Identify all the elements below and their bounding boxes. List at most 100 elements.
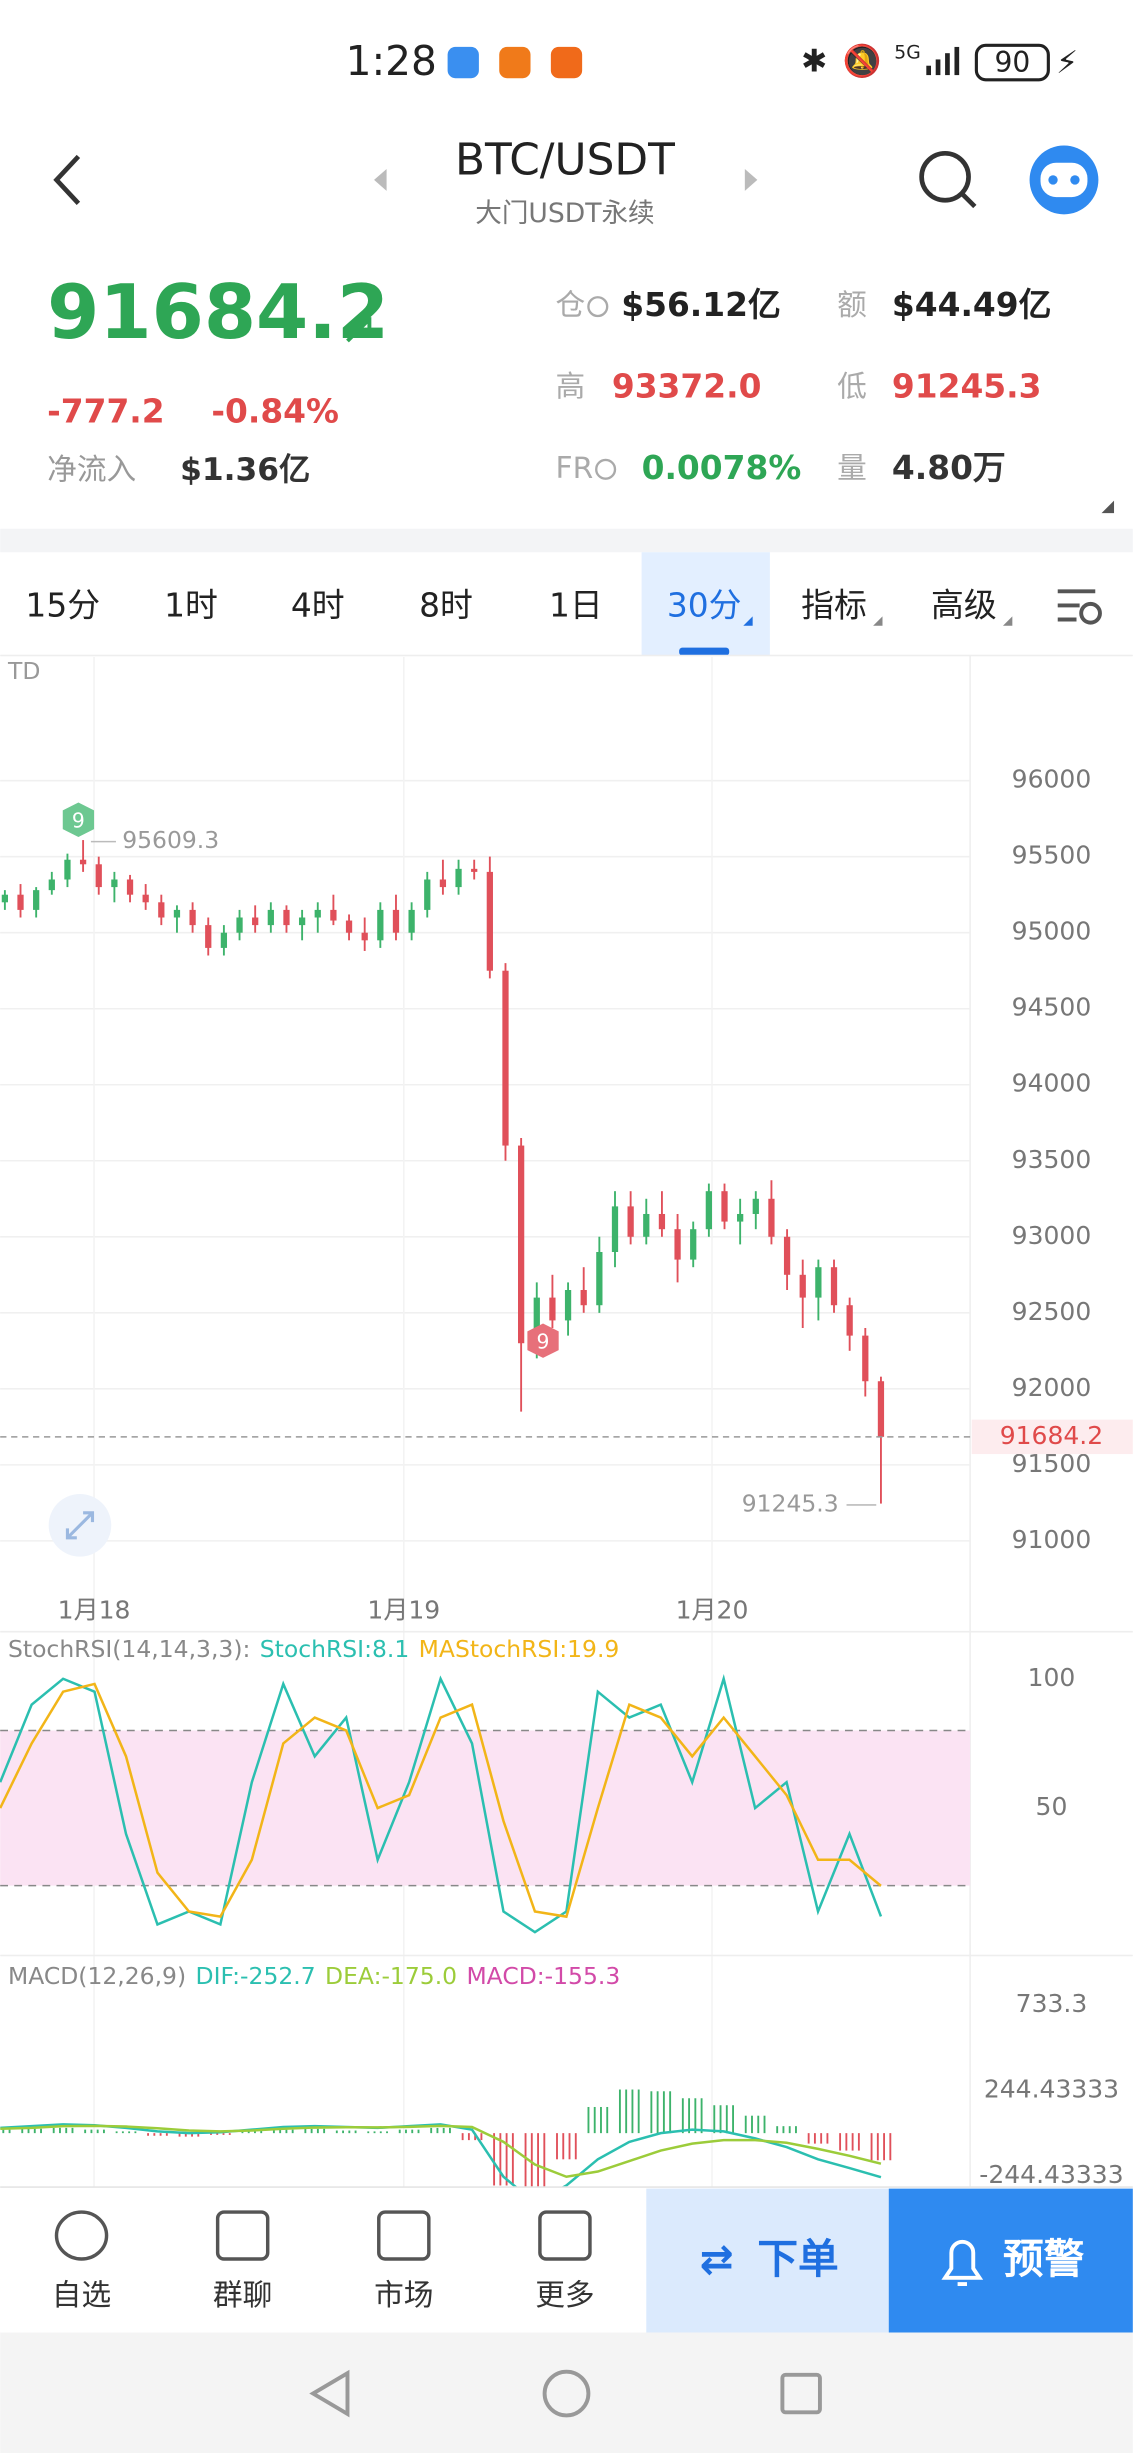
sys-back[interactable] — [309, 2369, 350, 2418]
candle-body — [564, 1290, 572, 1321]
legend-entry: StochRSI:8.1 — [260, 1635, 410, 1663]
candle-body — [283, 909, 290, 926]
bluetooth-icon: ✱ — [801, 44, 827, 80]
candle-body — [705, 1191, 712, 1230]
candle-body — [502, 970, 509, 1146]
candle-body — [361, 932, 368, 941]
candle-body — [439, 879, 447, 888]
candle-body — [158, 902, 165, 918]
alert-button[interactable] — [888, 2188, 1133, 2333]
sys-recent[interactable] — [780, 2372, 822, 2415]
candle-body — [658, 1213, 666, 1230]
candle-body — [220, 932, 228, 948]
candle-body — [17, 894, 24, 910]
candle-body — [142, 894, 149, 903]
stat-value: 4.80万 — [892, 449, 1006, 487]
interval-tab[interactable]: 高级 — [931, 586, 997, 624]
candle-body — [486, 871, 493, 971]
td-mark-label: 9 — [72, 808, 85, 832]
candle-body — [126, 879, 134, 895]
nav-label[interactable]: 自选 — [52, 2278, 111, 2313]
nav-label[interactable]: 群聊 — [213, 2278, 272, 2313]
assistant-avatar[interactable] — [1029, 145, 1099, 215]
trend-arrow — [346, 317, 372, 343]
candle-body — [799, 1274, 806, 1298]
candle-body — [111, 879, 118, 888]
candle-body — [267, 909, 274, 926]
candle-body — [783, 1236, 791, 1275]
y-tick-label: 244.43333 — [984, 2075, 1119, 2104]
stoch-line — [0, 1682, 882, 1919]
separator — [0, 528, 1133, 553]
chart-settings[interactable] — [1057, 589, 1102, 625]
candle-body — [236, 917, 243, 933]
candle-body — [596, 1251, 603, 1306]
max-annotation: 95609.3 — [122, 826, 219, 854]
indicator-title: StochRSI(14,14,3,3): — [8, 1635, 250, 1663]
candle-body — [862, 1335, 869, 1382]
candle-body — [314, 909, 321, 918]
stat-label: 量 — [837, 451, 867, 486]
symbol-title[interactable]: BTC/USDT — [455, 135, 675, 186]
nav-icon[interactable] — [215, 2210, 270, 2261]
nav-icon[interactable] — [54, 2210, 109, 2261]
y-tick-label: 92000 — [1012, 1373, 1092, 1402]
candle-body — [830, 1267, 838, 1306]
y-tick-label: 50 — [1036, 1792, 1068, 1821]
interval-tab[interactable]: 1时 — [164, 586, 218, 624]
stat-value: $56.12亿 — [621, 286, 781, 324]
app-icon — [447, 46, 479, 79]
y-tick-label: 96000 — [1012, 765, 1092, 794]
stat-label: 高 — [556, 369, 586, 404]
min-annotation: 91245.3 — [742, 1489, 839, 1517]
nav-icon[interactable] — [538, 2210, 592, 2261]
active-tab-indicator — [679, 647, 730, 656]
candle-body — [79, 859, 87, 865]
interval-tab[interactable]: 8时 — [419, 586, 473, 624]
x-tick-label: 1月20 — [676, 1595, 749, 1624]
x-tick-label: 1月19 — [367, 1595, 440, 1624]
expand-corner[interactable] — [1101, 500, 1115, 514]
td-mark: 9 — [62, 802, 95, 837]
app-icon — [499, 46, 531, 79]
nav-icon[interactable] — [377, 2210, 431, 2261]
status-time: 1:28 — [346, 37, 437, 85]
next-symbol[interactable] — [744, 168, 758, 191]
candle-body — [518, 1145, 525, 1344]
battery-level: 90 — [994, 46, 1030, 79]
fullscreen-button[interactable] — [48, 1494, 112, 1557]
interval-tab[interactable]: 指标 — [801, 586, 867, 624]
candle-body — [611, 1206, 619, 1252]
info-icon — [587, 296, 609, 318]
candle-body — [768, 1198, 775, 1237]
prev-symbol[interactable] — [374, 168, 387, 191]
last-price-tag — [971, 1419, 1133, 1455]
search-button[interactable] — [919, 150, 977, 209]
interval-tab[interactable]: 30分 — [667, 586, 742, 624]
sys-home[interactable] — [542, 2369, 591, 2418]
candle-body — [345, 920, 353, 933]
candle-body — [252, 917, 259, 926]
nav-label[interactable]: 市场 — [374, 2278, 433, 2313]
dropdown-mark — [743, 616, 753, 626]
legend-entry: DIF:-252.7 — [196, 1962, 316, 1990]
back-button[interactable] — [53, 154, 81, 205]
y-tick-label: 94500 — [1012, 993, 1092, 1022]
stat-label: FR — [556, 451, 594, 486]
interval-tab[interactable]: 15分 — [25, 586, 100, 624]
order-icon: ⇄ — [700, 2235, 734, 2283]
candle-body — [298, 917, 306, 926]
candle-body — [408, 909, 415, 933]
interval-tab[interactable]: 4时 — [291, 586, 345, 624]
order-button[interactable] — [646, 2188, 889, 2333]
alert-icon — [941, 2239, 984, 2286]
interval-tab[interactable]: 1日 — [549, 586, 603, 624]
nav-label[interactable]: 更多 — [535, 2278, 594, 2313]
y-tick-label: 93500 — [1012, 1145, 1092, 1174]
stat-value: 0.0078% — [642, 449, 802, 487]
order-label: 下单 — [757, 2235, 838, 2283]
battery — [974, 43, 1050, 82]
macd-line — [0, 2123, 882, 2188]
legend-entry: MAStochRSI:19.9 — [419, 1635, 620, 1663]
